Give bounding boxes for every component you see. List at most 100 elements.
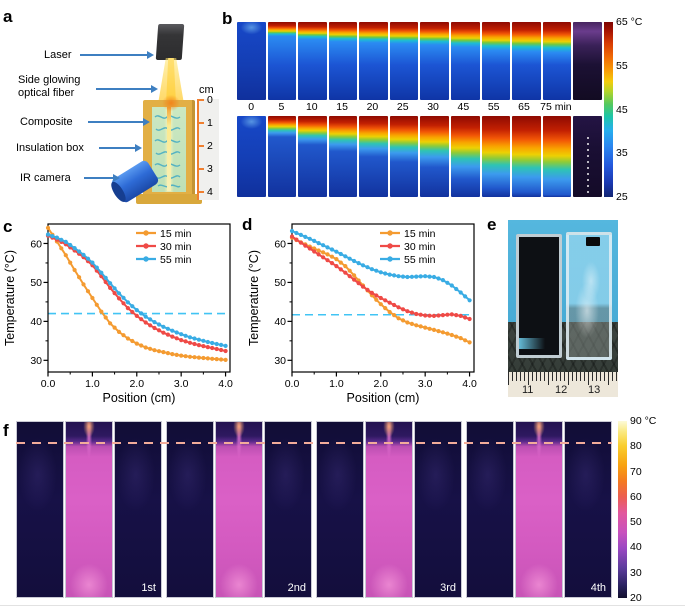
colorbar-tick-label: 45 bbox=[616, 103, 628, 116]
ruler-number: 13 bbox=[588, 384, 601, 396]
time-label: 20 bbox=[366, 101, 379, 113]
svg-text:0.0: 0.0 bbox=[285, 378, 300, 390]
ruler-number: 2 bbox=[207, 140, 213, 152]
time-label: 75 min bbox=[540, 101, 572, 113]
time-label bbox=[574, 100, 602, 114]
thermal-image-top bbox=[420, 22, 450, 100]
thermal-image-bottom bbox=[512, 116, 541, 197]
svg-text:30 min: 30 min bbox=[160, 241, 192, 253]
arrow-laser bbox=[80, 51, 154, 59]
panel-label-c: c bbox=[3, 217, 13, 236]
residue-chunk bbox=[586, 237, 600, 246]
time-label: 25 bbox=[396, 101, 409, 113]
colorbar-tick-label: 40 bbox=[630, 541, 642, 554]
time-label: 65 bbox=[518, 101, 530, 113]
colorbar-f bbox=[618, 421, 627, 598]
ruler-tick bbox=[197, 191, 204, 193]
thermal-image-top bbox=[542, 22, 572, 100]
thermal-row-top bbox=[237, 22, 602, 100]
colorbar-tick-label: 25 bbox=[616, 191, 628, 203]
y-axis-label: Temperature (°C) bbox=[3, 250, 17, 346]
label-laser: Laser bbox=[44, 49, 72, 61]
arrow-camera bbox=[84, 174, 120, 182]
fiber-entry-glow bbox=[159, 92, 183, 114]
photo-ruler: 11 12 13 bbox=[508, 372, 618, 397]
svg-text:50: 50 bbox=[274, 277, 286, 289]
thermal-before-1st bbox=[16, 421, 64, 598]
svg-text:4.0: 4.0 bbox=[462, 378, 477, 390]
thermal-image-bottom bbox=[451, 116, 480, 197]
svg-text:60: 60 bbox=[274, 238, 286, 250]
thermal-image-bottom bbox=[267, 116, 297, 197]
thermal-image-top bbox=[481, 22, 511, 100]
thermal-image-bottom bbox=[481, 116, 511, 197]
time-label: 0 bbox=[248, 101, 255, 113]
reference-photo-bottom bbox=[573, 116, 602, 197]
cycle-group-3rd: 3rd bbox=[316, 421, 462, 598]
svg-text:15 min: 15 min bbox=[160, 228, 192, 240]
panel-label-e: e bbox=[487, 215, 497, 234]
thermal-heating-2nd bbox=[215, 421, 263, 598]
chart-c-svg: 0.0 1.0 2.0 3.0 4.0 30 40 50 60 Position (cm) Temp… bbox=[3, 223, 233, 405]
svg-text:40: 40 bbox=[274, 316, 286, 328]
arrow-composite bbox=[88, 118, 150, 126]
svg-text:55 min: 55 min bbox=[160, 254, 192, 266]
svg-text:4.0: 4.0 bbox=[218, 378, 233, 390]
time-labels-row: 0 5 10 15 20 25 30 45 55 65 75 min bbox=[237, 100, 602, 114]
thermal-image-bottom bbox=[420, 116, 450, 197]
cycle-group-2nd: 2nd bbox=[166, 421, 312, 598]
chart-d-svg: 0.0 1.0 2.0 3.0 4.0 30 40 50 60 Position (cm) Temp… bbox=[247, 223, 477, 405]
svg-text:40: 40 bbox=[30, 316, 42, 328]
thermal-image-bottom bbox=[237, 116, 266, 197]
y-axis: 30 40 50 60 bbox=[30, 238, 48, 367]
series-55-min bbox=[289, 228, 472, 303]
thermal-image-bottom bbox=[328, 116, 358, 197]
colorbar-tick-label: 60 bbox=[630, 490, 642, 503]
thermal-image-top bbox=[328, 22, 358, 100]
thermal-before-2nd bbox=[166, 421, 214, 598]
arrow-box bbox=[99, 144, 142, 152]
chart-c: 0.0 1.0 2.0 3.0 4.0 30 40 50 60 Position (cm) Temp… bbox=[2, 214, 234, 410]
label-insulation-box: Insulation box bbox=[16, 142, 84, 154]
colorbar-tick-label: 70 bbox=[630, 465, 642, 478]
time-label: 30 bbox=[427, 101, 439, 113]
ruler-number: 12 bbox=[555, 384, 568, 396]
svg-text:3.0: 3.0 bbox=[418, 378, 433, 390]
panel-f-thermal-strip: 1st 2nd 3rd 4th bbox=[16, 421, 612, 598]
ruler-ticks bbox=[508, 372, 618, 385]
label-ir-camera: IR camera bbox=[20, 172, 71, 184]
ruler-tick bbox=[197, 145, 204, 147]
thermal-image-top bbox=[298, 22, 327, 100]
thermal-row-bottom bbox=[237, 116, 602, 197]
thermal-heating-3rd bbox=[365, 421, 413, 598]
svg-text:55 min: 55 min bbox=[404, 254, 436, 266]
thermal-after-2nd: 2nd bbox=[264, 421, 312, 598]
thermal-image-bottom bbox=[542, 116, 572, 197]
ruler-tick bbox=[197, 168, 204, 170]
label-composite: Composite bbox=[20, 116, 73, 128]
colorbar-tick-label: 35 bbox=[616, 147, 628, 160]
x-axis-label: Position (cm) bbox=[347, 391, 420, 405]
thermal-image-top bbox=[237, 22, 266, 100]
svg-text:1.0: 1.0 bbox=[329, 378, 344, 390]
colorbar-tick-label: 90 °C bbox=[630, 415, 657, 427]
thermal-before-3rd bbox=[316, 421, 364, 598]
panel-label-a: a bbox=[3, 7, 13, 26]
ruler-tick bbox=[197, 99, 204, 101]
thermal-heating-1st bbox=[65, 421, 113, 598]
thermal-heating-4th bbox=[515, 421, 563, 598]
series-30-min bbox=[289, 234, 472, 322]
series-30-min bbox=[45, 233, 228, 354]
series-15-min bbox=[289, 235, 472, 345]
cycle-label: 1st bbox=[141, 582, 156, 594]
ruler-number: 3 bbox=[207, 163, 213, 175]
thermal-after-3rd: 3rd bbox=[414, 421, 462, 598]
time-label: 15 bbox=[336, 101, 348, 113]
svg-text:2.0: 2.0 bbox=[129, 378, 144, 390]
y-axis: 30 40 50 60 bbox=[274, 238, 292, 367]
cycle-group-4th: 4th bbox=[466, 421, 612, 598]
arrow-fiber bbox=[96, 85, 158, 93]
thermal-after-4th: 4th bbox=[564, 421, 612, 598]
